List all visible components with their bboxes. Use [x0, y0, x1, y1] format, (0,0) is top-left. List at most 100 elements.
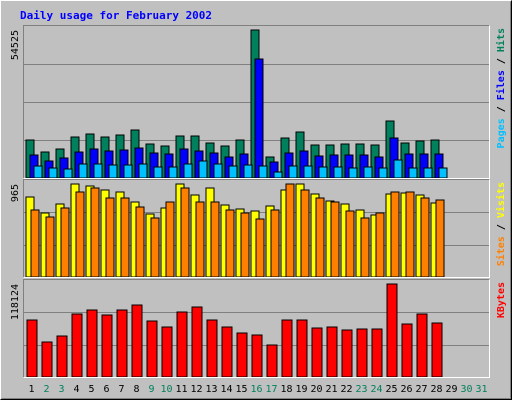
plot-border-dark	[23, 179, 490, 278]
bar-pages-day-10	[168, 166, 178, 179]
bar-sites-day-10	[165, 201, 175, 278]
bar-kbytes-day-23	[356, 328, 368, 378]
bar-kbytes-day-13	[206, 319, 218, 378]
bar-kbytes-day-2	[41, 341, 53, 378]
plot-border-light	[23, 279, 490, 378]
bar-sites-day-21	[330, 201, 340, 278]
x-tick-label-day-20: 20	[310, 384, 322, 395]
x-tick-label-day-5: 5	[88, 384, 94, 395]
plot-border-dark	[23, 279, 490, 378]
bar-sites-day-5	[90, 187, 100, 278]
legend-part: /	[496, 100, 507, 118]
legend-part: Visits	[495, 182, 507, 218]
legend-part: /	[496, 218, 507, 236]
legend-part: Pages	[496, 118, 507, 148]
y-max-label: 965	[10, 184, 21, 202]
bar-sites-day-14	[225, 209, 235, 278]
bar-sites-day-2	[45, 216, 55, 278]
bar-pages-day-25	[393, 159, 403, 179]
bar-sites-day-12	[195, 201, 205, 278]
bar-pages-day-19	[303, 165, 313, 179]
bar-kbytes-day-27	[416, 313, 428, 378]
plot-border-light	[23, 25, 490, 179]
bar-sites-day-9	[150, 217, 160, 278]
bar-kbytes-day-28	[431, 322, 443, 378]
bar-pages-day-15	[243, 164, 253, 179]
bar-kbytes-day-18	[281, 319, 293, 378]
plot-border-light	[23, 179, 490, 278]
bar-pages-day-20	[318, 166, 328, 179]
x-tick-label-day-15: 15	[235, 384, 247, 395]
bar-sites-day-20	[315, 197, 325, 278]
bar-sites-day-7	[120, 197, 130, 278]
bar-pages-day-14	[228, 165, 238, 179]
plot-border-dark	[23, 25, 490, 179]
x-axis-labels: 1 2 3 4 5 6 7 8 9 10 11 12 13 14 15 16 17 18 19 20 21 22 23 24 2…	[28, 384, 487, 395]
bar-pages-day-6	[108, 164, 118, 179]
bar-sites-day-19	[300, 189, 310, 278]
bar-kbytes-day-11	[176, 311, 188, 378]
x-tick-label-day-13: 13	[205, 384, 217, 395]
bar-kbytes-day-3	[56, 335, 68, 378]
bar-pages-day-7	[123, 164, 133, 179]
bar-pages-day-13	[213, 163, 223, 179]
bar-sites-day-23	[360, 217, 370, 278]
bar-sites-day-24	[375, 212, 385, 278]
x-tick-label-day-18: 18	[280, 384, 292, 395]
legend-part: KBytes	[496, 282, 507, 318]
bar-sites-day-6	[105, 197, 115, 278]
x-tick-label-day-12: 12	[190, 384, 202, 395]
bar-sites-day-3	[60, 207, 70, 278]
bar-pages-day-11	[183, 163, 193, 179]
x-tick-label-day-27: 27	[415, 384, 427, 395]
x-tick-label-day-16: 16	[250, 384, 262, 395]
bar-kbytes-day-21	[326, 326, 338, 378]
legend-part: /	[496, 52, 507, 70]
bar-kbytes-day-12	[191, 306, 203, 378]
bar-sites-day-26	[405, 191, 415, 278]
x-tick-label-day-28: 28	[430, 384, 442, 395]
bar-pages-day-8	[138, 163, 148, 179]
bar-kbytes-day-19	[296, 319, 308, 378]
bar-pages-day-23	[363, 166, 373, 179]
bar-sites-day-1	[30, 209, 40, 278]
x-tick-label-day-3: 3	[58, 384, 64, 395]
series-legend-label: Sites / Visits	[495, 182, 507, 266]
bar-kbytes-day-15	[236, 332, 248, 378]
bar-kbytes-day-14	[221, 326, 233, 378]
bar-sites-day-18	[285, 183, 295, 278]
bar-pages-day-1	[33, 165, 43, 179]
bar-kbytes-day-10	[161, 326, 173, 378]
bar-pages-day-17	[273, 171, 283, 179]
bar-sites-day-22	[345, 210, 355, 278]
bar-pages-day-28	[438, 167, 448, 179]
bar-files-day-16	[254, 58, 264, 179]
bar-pages-day-9	[153, 166, 163, 179]
bar-kbytes-day-20	[311, 327, 323, 378]
bar-kbytes-day-25	[386, 283, 398, 378]
bar-sites-day-8	[135, 206, 145, 278]
chart-panels: 54525 Pages / Files / Hits 965 Sites / Visi…	[10, 25, 507, 378]
x-tick-label-day-14: 14	[220, 384, 232, 395]
bar-pages-day-2	[48, 167, 58, 179]
bar-kbytes-day-1	[26, 319, 38, 378]
x-tick-label-day-6: 6	[103, 384, 109, 395]
chart-title: Daily usage for February 2002	[20, 9, 212, 22]
y-max-label: 118124	[10, 284, 21, 320]
x-tick-label-day-31: 31	[475, 384, 487, 395]
bar-kbytes-day-5	[86, 309, 98, 378]
panel-kbytes: 118124 KBytes	[10, 279, 507, 378]
bar-kbytes-day-6	[101, 314, 113, 378]
bar-kbytes-day-17	[266, 344, 278, 378]
series-legend-label: KBytes	[496, 282, 507, 318]
x-tick-label-day-2: 2	[43, 384, 49, 395]
bar-kbytes-day-26	[401, 323, 413, 378]
bar-pages-day-16	[258, 165, 268, 179]
bar-sites-day-4	[75, 191, 85, 278]
x-tick-label-day-9: 9	[148, 384, 154, 395]
x-tick-label-day-1: 1	[28, 384, 34, 395]
bar-kbytes-day-24	[371, 328, 383, 378]
